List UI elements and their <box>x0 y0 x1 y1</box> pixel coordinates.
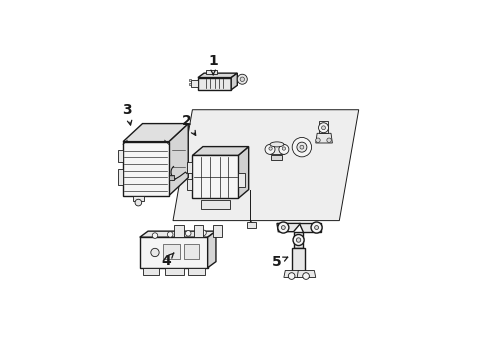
Polygon shape <box>293 232 303 248</box>
Polygon shape <box>238 174 244 187</box>
Circle shape <box>288 273 294 279</box>
Circle shape <box>292 138 311 157</box>
Polygon shape <box>117 169 123 185</box>
Circle shape <box>281 226 285 229</box>
Polygon shape <box>168 123 188 195</box>
Polygon shape <box>123 141 168 195</box>
FancyBboxPatch shape <box>200 199 229 209</box>
Polygon shape <box>142 268 159 275</box>
Circle shape <box>167 232 173 237</box>
Circle shape <box>315 138 320 143</box>
FancyBboxPatch shape <box>183 244 199 260</box>
Circle shape <box>296 238 300 242</box>
Circle shape <box>185 231 191 236</box>
Circle shape <box>135 199 142 206</box>
Polygon shape <box>186 179 192 190</box>
Text: 5: 5 <box>271 255 287 269</box>
Circle shape <box>237 74 247 84</box>
Polygon shape <box>174 225 183 237</box>
Polygon shape <box>284 270 299 278</box>
Polygon shape <box>186 162 192 174</box>
Polygon shape <box>192 156 238 198</box>
Polygon shape <box>269 144 284 154</box>
Circle shape <box>302 273 309 279</box>
Circle shape <box>282 147 285 150</box>
Polygon shape <box>198 73 237 77</box>
Polygon shape <box>291 248 305 270</box>
Polygon shape <box>188 82 191 85</box>
Circle shape <box>278 144 288 154</box>
Ellipse shape <box>269 142 284 147</box>
Polygon shape <box>247 222 255 228</box>
Circle shape <box>299 145 303 149</box>
Circle shape <box>321 126 325 130</box>
FancyBboxPatch shape <box>163 244 180 260</box>
Polygon shape <box>276 223 300 232</box>
Text: 3: 3 <box>122 103 132 125</box>
Circle shape <box>296 142 306 152</box>
Polygon shape <box>191 80 198 87</box>
Circle shape <box>326 138 330 143</box>
Polygon shape <box>198 77 231 90</box>
Polygon shape <box>238 147 248 198</box>
Circle shape <box>292 234 304 246</box>
Circle shape <box>200 230 206 235</box>
Polygon shape <box>193 225 203 237</box>
Text: 2: 2 <box>181 114 195 135</box>
Polygon shape <box>123 123 188 141</box>
Polygon shape <box>207 231 216 268</box>
Polygon shape <box>140 231 216 237</box>
Polygon shape <box>140 237 207 268</box>
Text: 4: 4 <box>161 253 173 268</box>
Polygon shape <box>168 175 174 180</box>
Polygon shape <box>231 73 237 90</box>
Polygon shape <box>117 150 123 162</box>
FancyBboxPatch shape <box>206 70 217 74</box>
Text: 1: 1 <box>208 54 218 75</box>
Circle shape <box>310 222 322 233</box>
Polygon shape <box>213 225 221 237</box>
Circle shape <box>314 226 318 229</box>
Circle shape <box>264 144 274 154</box>
Polygon shape <box>188 268 204 275</box>
Circle shape <box>152 233 158 238</box>
Polygon shape <box>319 121 327 133</box>
Polygon shape <box>299 223 321 232</box>
Polygon shape <box>164 268 183 275</box>
Polygon shape <box>297 270 315 278</box>
Circle shape <box>240 77 244 81</box>
Polygon shape <box>271 155 282 159</box>
Polygon shape <box>173 110 358 221</box>
Circle shape <box>268 147 272 150</box>
Polygon shape <box>192 147 248 156</box>
Circle shape <box>150 248 159 257</box>
Polygon shape <box>188 79 191 81</box>
Circle shape <box>318 123 328 133</box>
Polygon shape <box>133 195 143 201</box>
Circle shape <box>277 222 288 233</box>
Polygon shape <box>315 133 332 143</box>
